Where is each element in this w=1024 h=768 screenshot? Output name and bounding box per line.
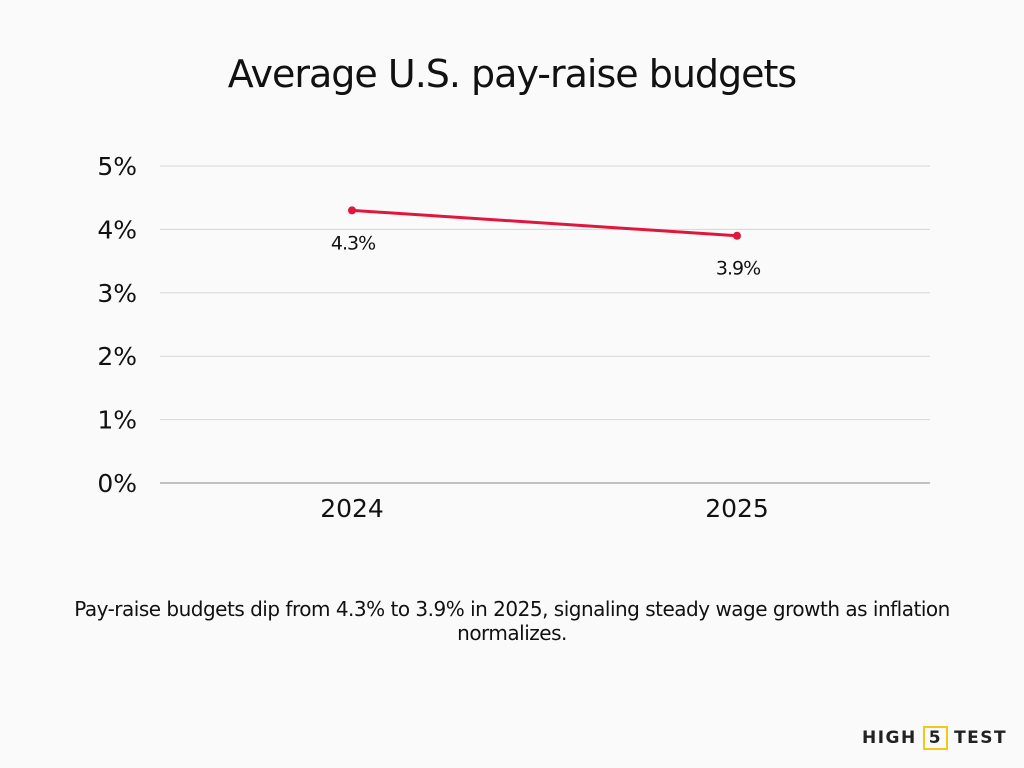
series-line [351, 208, 738, 238]
x-tick-label: 2025 [705, 494, 769, 523]
y-tick-label: 5% [97, 152, 137, 181]
data-label: 3.9% [716, 258, 760, 280]
y-tick-label: 4% [97, 215, 137, 244]
y-tick-label: 2% [97, 342, 137, 371]
data-point [348, 206, 356, 215]
logo-text-left: HIGH [862, 728, 917, 748]
y-tick-label: 1% [97, 406, 137, 435]
y-tick-label: 3% [97, 279, 137, 308]
data-label: 4.3% [331, 232, 375, 254]
logo-text-right: TEST [954, 728, 1008, 748]
data-point [733, 231, 741, 240]
chart-title: Average U.S. pay-raise budgets [227, 52, 797, 96]
high5test-logo: HIGH 5 TEST [862, 726, 1007, 750]
logo-five: 5 [922, 726, 949, 750]
chart-caption: Pay-raise budgets dip from 4.3% to 3.9% … [74, 597, 950, 645]
x-tick-label: 2024 [320, 494, 384, 523]
y-tick-label: 0% [97, 469, 137, 498]
